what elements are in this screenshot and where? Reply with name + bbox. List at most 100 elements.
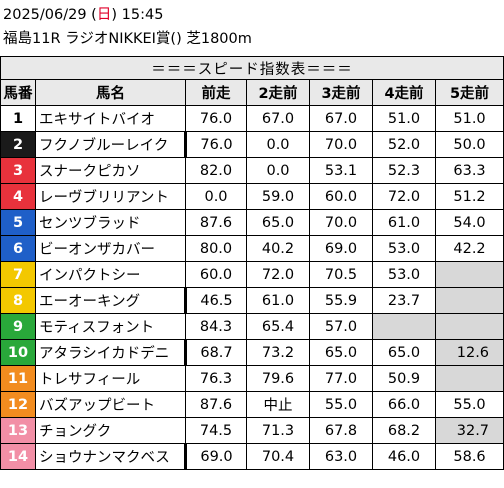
speed-index-cell: 51.2 <box>434 183 504 210</box>
empty-cell <box>434 261 504 288</box>
speed-index-cell: 55.0 <box>309 391 373 418</box>
horse-name: ビーオンザカバー <box>35 235 186 262</box>
speed-index-cell: 32.7 <box>434 417 504 444</box>
speed-index-cell: 70.0 <box>309 131 373 158</box>
speed-index-cell: 53.0 <box>372 235 436 262</box>
table-row: 3 スナークピカソ 82.0 0.0 53.1 52.3 63.3 <box>0 157 504 184</box>
speed-index-cell: 61.0 <box>372 209 436 236</box>
speed-index-cell: 53.0 <box>372 261 436 288</box>
col-header-number: 馬番 <box>0 79 36 106</box>
horse-number: 2 <box>0 131 36 158</box>
speed-index-cell: 87.6 <box>185 209 247 236</box>
speed-index-cell: 72.0 <box>246 261 310 288</box>
horse-name: エキサイトバイオ <box>35 105 186 132</box>
speed-index-cell: 71.3 <box>246 417 310 444</box>
speed-index-cell: 0.0 <box>246 157 310 184</box>
horse-number: 13 <box>0 417 36 444</box>
horse-number: 9 <box>0 313 36 340</box>
speed-index-cell: 67.0 <box>309 105 373 132</box>
table-row: 14 ショウナンマクベス 69.0 70.4 63.0 46.0 58.6 <box>0 443 504 470</box>
speed-index-cell: 79.6 <box>246 365 310 392</box>
table-row: 4 レーヴブリリアント 0.0 59.0 60.0 72.0 51.2 <box>0 183 504 210</box>
empty-cell <box>434 313 504 340</box>
table-row: 12 バズアップビート 87.6 中止 55.0 66.0 55.0 <box>0 391 504 418</box>
speed-index-cell: 69.0 <box>309 235 373 262</box>
speed-index-cell: 46.5 <box>185 287 247 314</box>
table-title: ＝＝＝スピード指数表＝＝＝ <box>0 56 504 80</box>
speed-index-cell: 50.0 <box>434 131 504 158</box>
table-row: 9 モティスフォント 84.3 65.4 57.0 <box>0 313 504 340</box>
table-row: 2 フクノブルーレイク 76.0 0.0 70.0 52.0 50.0 <box>0 131 504 158</box>
speed-index-cell: 68.7 <box>185 339 247 366</box>
datetime-line: 2025/06/29 (日) 15:45 <box>3 7 164 23</box>
table-row: 10 アタラシイカドデニ 68.7 73.2 65.0 65.0 12.6 <box>0 339 504 366</box>
empty-cell <box>372 313 436 340</box>
horse-name: レーヴブリリアント <box>35 183 186 210</box>
speed-index-cell: 51.0 <box>372 105 436 132</box>
speed-index-cell: 60.0 <box>185 261 247 288</box>
speed-index-cell: 中止 <box>246 391 310 418</box>
horse-number: 7 <box>0 261 36 288</box>
speed-index-cell: 42.2 <box>434 235 504 262</box>
speed-index-cell: 51.0 <box>434 105 504 132</box>
race-title: 福島11R ラジオNIKKEI賞() 芝1800m <box>3 31 252 47</box>
horse-number: 4 <box>0 183 36 210</box>
speed-index-cell: 52.3 <box>372 157 436 184</box>
speed-index-cell: 54.0 <box>434 209 504 236</box>
table-row: 1 エキサイトバイオ 76.0 67.0 67.0 51.0 51.0 <box>0 105 504 132</box>
horse-number: 14 <box>0 443 36 470</box>
col-header-name: 馬名 <box>35 79 186 106</box>
speed-index-cell: 70.0 <box>309 209 373 236</box>
speed-index-cell: 59.0 <box>246 183 310 210</box>
horse-number: 3 <box>0 157 36 184</box>
horse-name: フクノブルーレイク <box>35 131 187 158</box>
horse-number: 8 <box>0 287 36 314</box>
race-header: 2025/06/29 (日) 15:45 福島11R ラジオNIKKEI賞() … <box>0 0 504 56</box>
speed-index-cell: 76.0 <box>185 105 247 132</box>
table-row: 5 センツブラッド 87.6 65.0 70.0 61.0 54.0 <box>0 209 504 236</box>
speed-index-cell: 67.8 <box>309 417 373 444</box>
speed-index-cell: 0.0 <box>246 131 310 158</box>
speed-index-cell: 57.0 <box>309 313 373 340</box>
speed-index-cell: 77.0 <box>309 365 373 392</box>
col-header-2back: 2走前 <box>246 79 310 106</box>
speed-index-cell: 63.0 <box>309 443 373 470</box>
speed-index-cell: 76.0 <box>185 131 247 158</box>
speed-index-cell: 67.0 <box>246 105 310 132</box>
horse-number: 12 <box>0 391 36 418</box>
speed-index-cell: 84.3 <box>185 313 247 340</box>
speed-index-cell: 50.9 <box>372 365 436 392</box>
col-header-5back: 5走前 <box>434 79 504 106</box>
horse-name: エーオーキング <box>35 287 187 314</box>
speed-index-cell: 70.4 <box>246 443 310 470</box>
empty-cell <box>434 365 504 392</box>
horse-name: センツブラッド <box>35 209 186 236</box>
speed-index-cell: 87.6 <box>185 391 247 418</box>
horse-number: 10 <box>0 339 36 366</box>
horse-name: トレサフィール <box>35 365 186 392</box>
speed-index-cell: 53.1 <box>309 157 373 184</box>
table-row: 13 チョングク 74.5 71.3 67.8 68.2 32.7 <box>0 417 504 444</box>
speed-index-cell: 80.0 <box>185 235 247 262</box>
horse-name: チョングク <box>35 417 186 444</box>
speed-index-cell: 63.3 <box>434 157 504 184</box>
horse-name: スナークピカソ <box>35 157 186 184</box>
speed-index-cell: 58.6 <box>434 443 504 470</box>
horse-name: バズアップビート <box>35 391 186 418</box>
speed-index-cell: 0.0 <box>185 183 247 210</box>
empty-cell <box>434 287 504 314</box>
speed-index-cell: 82.0 <box>185 157 247 184</box>
table-row: 11 トレサフィール 76.3 79.6 77.0 50.9 <box>0 365 504 392</box>
speed-index-cell: 23.7 <box>372 287 436 314</box>
table-row: 8 エーオーキング 46.5 61.0 55.9 23.7 <box>0 287 504 314</box>
speed-index-cell: 73.2 <box>246 339 310 366</box>
col-header-3back: 3走前 <box>309 79 373 106</box>
horse-name: インパクトシー <box>35 261 186 288</box>
speed-index-cell: 74.5 <box>185 417 247 444</box>
speed-index-cell: 40.2 <box>246 235 310 262</box>
horse-name: モティスフォント <box>35 313 186 340</box>
table-row: 7 インパクトシー 60.0 72.0 70.5 53.0 <box>0 261 504 288</box>
column-header-row: 馬番 馬名 前走 2走前 3走前 4走前 5走前 <box>0 79 504 106</box>
speed-index-cell: 55.0 <box>434 391 504 418</box>
col-header-last: 前走 <box>185 79 247 106</box>
